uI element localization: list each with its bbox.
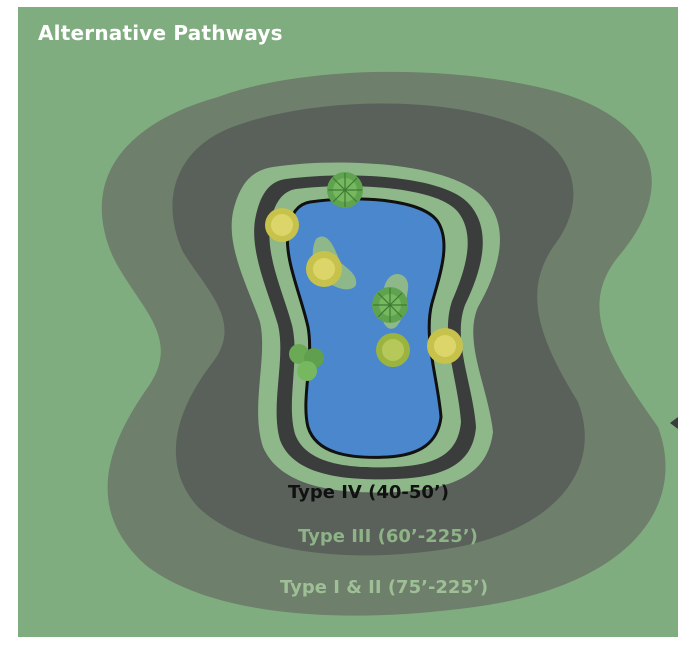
tree-icon [372,287,408,323]
tree-icon [327,172,363,208]
tree-icon [306,251,342,287]
pathway-diagram [18,7,678,637]
shrub-cluster-icon [289,344,324,381]
zone-label-type-iv: Type IV (40-50’) [288,482,449,503]
zone-label-type-i-ii: Type I & II (75’-225’) [280,577,489,598]
edge-marker [670,417,678,429]
tree-icon [376,333,410,367]
zone-label-type-iii: Type III (60’-225’) [298,526,478,547]
tree-icon [265,208,299,242]
diagram-title: Alternative Pathways [38,21,283,45]
diagram-panel: Alternative Pathways Type IV (40-50’) Ty… [18,7,678,637]
pond [285,197,446,459]
tree-icon [427,328,463,364]
